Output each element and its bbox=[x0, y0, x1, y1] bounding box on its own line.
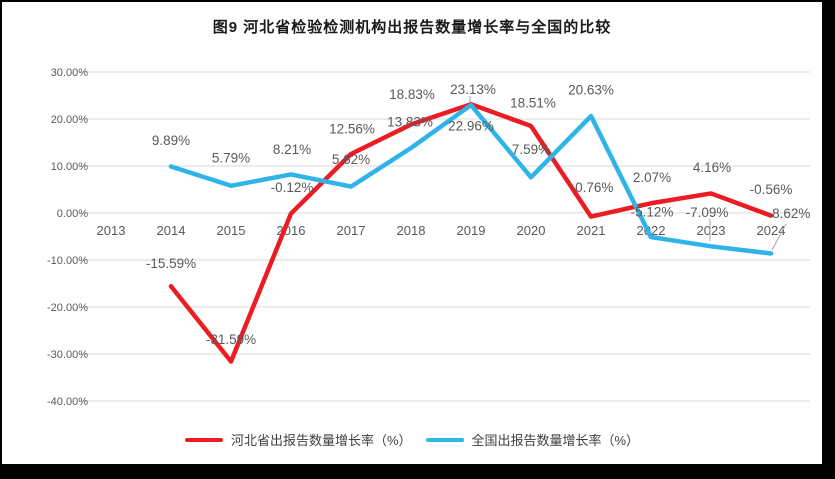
x-axis-tick-label: 2017 bbox=[337, 223, 366, 238]
chart-title: 图9 河北省检验检测机构出报告数量增长率与全国的比较 bbox=[212, 19, 612, 36]
x-axis-tick-label: 2021 bbox=[577, 223, 606, 238]
y-axis-tick-label: -20.00% bbox=[47, 302, 88, 314]
y-axis-tick-label: -30.00% bbox=[47, 349, 88, 361]
x-axis-tick-label: 2023 bbox=[697, 223, 726, 238]
x-axis-tick-label: 2014 bbox=[157, 223, 186, 238]
legend: 河北省出报告数量增长率（%） 全国出报告数量增长率（%） bbox=[2, 430, 822, 449]
data-label: -0.56% bbox=[750, 182, 793, 197]
leader-line bbox=[771, 223, 787, 251]
x-axis-tick-label: 2015 bbox=[217, 223, 246, 238]
x-axis-tick-label: 2024 bbox=[757, 223, 786, 238]
y-axis-tick-label: 10.00% bbox=[51, 161, 89, 173]
legend-label-hebei: 河北省出报告数量增长率（%） bbox=[230, 433, 412, 448]
data-label: 18.51% bbox=[510, 96, 556, 111]
legend-label-national: 全国出报告数量增长率（%） bbox=[471, 433, 640, 448]
data-label: 12.56% bbox=[329, 121, 375, 136]
data-label: -31.59% bbox=[206, 332, 256, 347]
data-label: 4.16% bbox=[693, 160, 731, 175]
x-axis-tick-label: 2020 bbox=[517, 223, 546, 238]
data-label: -5.12% bbox=[631, 205, 674, 220]
data-label: 22.96% bbox=[448, 119, 494, 134]
data-label: 2.07% bbox=[633, 170, 671, 185]
data-label: 13.83% bbox=[387, 114, 433, 129]
data-label: -8.62% bbox=[768, 206, 811, 221]
chart-canvas bbox=[2, 2, 822, 464]
data-label: -15.59% bbox=[146, 256, 196, 271]
legend-item-national: 全国出报告数量增长率（%） bbox=[425, 430, 640, 449]
legend-item-hebei: 河北省出报告数量增长率（%） bbox=[184, 430, 412, 449]
y-axis-tick-label: 30.00% bbox=[51, 67, 89, 79]
data-label: -0.76% bbox=[571, 180, 614, 195]
y-axis-tick-label: 20.00% bbox=[51, 114, 89, 126]
data-label: 7.59% bbox=[512, 142, 550, 157]
data-label: 20.63% bbox=[568, 83, 614, 98]
data-label: 23.13% bbox=[450, 82, 496, 97]
data-label: 18.83% bbox=[389, 87, 435, 102]
data-label: -7.09% bbox=[686, 205, 729, 220]
data-label: 8.21% bbox=[273, 142, 311, 157]
data-label: 5.79% bbox=[212, 150, 250, 165]
legend-swatch-hebei bbox=[184, 437, 223, 442]
data-label: 5.62% bbox=[332, 152, 370, 167]
x-axis-tick-label: 2019 bbox=[457, 223, 486, 238]
x-axis-tick-label: 2013 bbox=[97, 223, 126, 238]
data-label: -0.12% bbox=[271, 180, 314, 195]
legend-swatch-national bbox=[425, 437, 464, 442]
data-label: 9.89% bbox=[152, 133, 190, 148]
y-axis-tick-label: -10.00% bbox=[47, 255, 88, 267]
y-axis-tick-label: 0.00% bbox=[57, 208, 88, 220]
x-axis-tick-label: 2018 bbox=[397, 223, 426, 238]
y-axis-tick-label: -40.00% bbox=[47, 396, 88, 408]
series-line-national bbox=[168, 102, 774, 256]
